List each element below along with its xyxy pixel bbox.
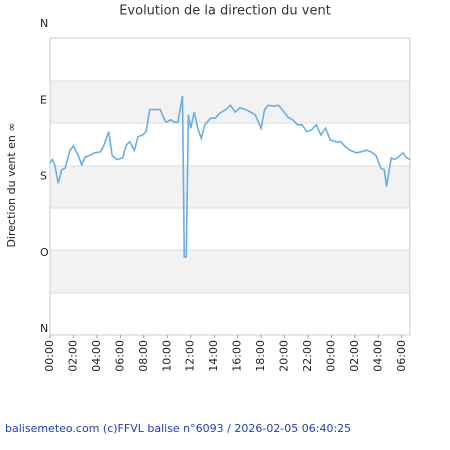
plot-border <box>49 37 411 336</box>
band <box>50 81 410 123</box>
y-tick-label: N <box>40 17 48 30</box>
x-tick-label: 20:00 <box>278 340 291 372</box>
x-tick-label: 06:00 <box>395 340 408 372</box>
y-tick-label: E <box>40 93 47 106</box>
band <box>50 166 410 208</box>
y-axis-label: Direction du vent en ∞ <box>5 122 18 247</box>
line <box>49 95 411 258</box>
x-tick-label: 00:00 <box>324 340 337 372</box>
x-tick-label: 06:00 <box>113 340 126 372</box>
x-tick-label: 04:00 <box>90 340 103 372</box>
x-tick-label: 00:00 <box>43 340 56 372</box>
band <box>50 250 410 293</box>
chart-title: Evolution de la direction du vent <box>119 4 331 19</box>
x-tick-label: 18:00 <box>254 340 267 372</box>
y-tick-label: O <box>40 246 49 259</box>
x-tick-label: 04:00 <box>371 340 384 372</box>
y-tick-label: N <box>40 322 48 335</box>
y-tick-label: S <box>40 170 47 183</box>
x-tick-label: 02:00 <box>348 340 361 372</box>
x-tick-label: 10:00 <box>160 340 173 372</box>
x-tick-label: 08:00 <box>137 340 150 372</box>
x-tick-label: 02:00 <box>66 340 79 372</box>
x-tick-label: 16:00 <box>231 340 244 372</box>
bands-edges <box>50 80 410 294</box>
x-tick-label: 14:00 <box>207 340 220 372</box>
x-tick-label: 22:00 <box>301 340 314 372</box>
x-tick-label: 12:00 <box>184 340 197 372</box>
footer: balisemeteo.com (c)FFVL balise n°6093 / … <box>5 422 351 435</box>
